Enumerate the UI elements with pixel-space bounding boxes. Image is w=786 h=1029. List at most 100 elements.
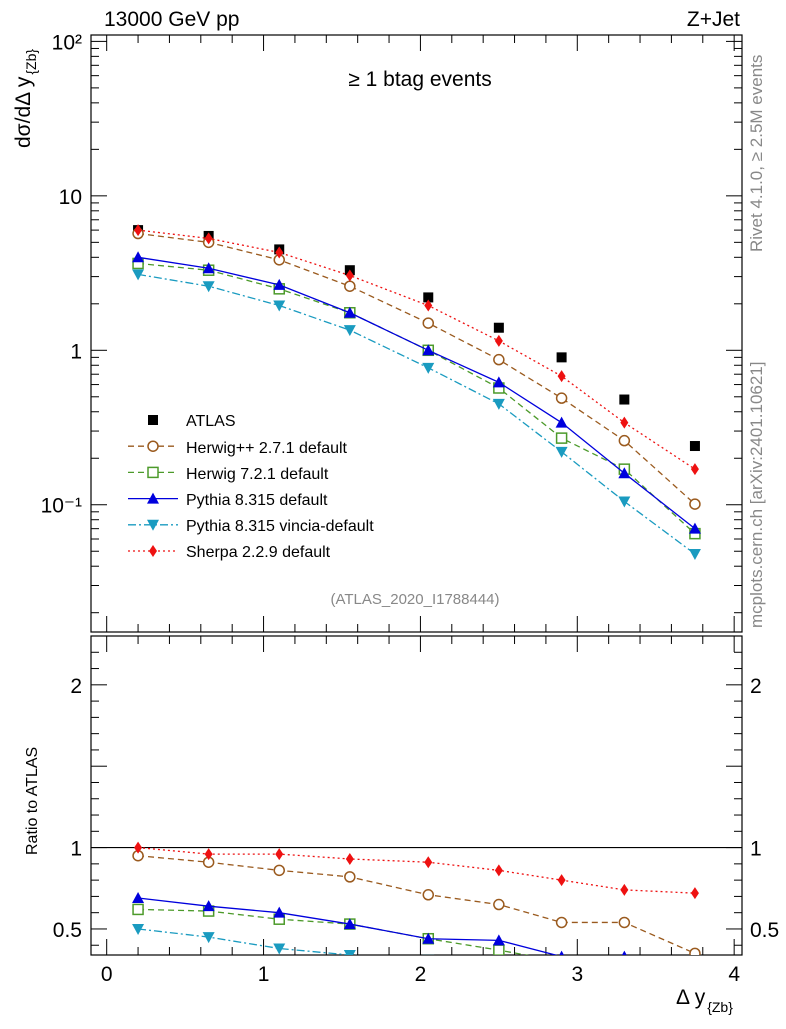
point-sherpa-2-2-9-default [275,246,284,259]
point-sherpa-2-2-9-default [494,334,503,347]
legend-marker-herwig-2-7-1-default [147,440,159,452]
point-pythia-8-315-vincia-default [202,281,215,293]
energy-label: 13000 GeV pp [104,8,239,31]
point-atlas [493,322,504,333]
process-label: Z+Jet [687,8,740,31]
ratio-point-herwig-2-7-1-default [689,947,701,955]
ratio-point-pythia-8-315-vincia-default [689,973,701,984]
ratio-point-sherpa-2-2-9-default [204,848,213,861]
main-pad-frame [90,34,743,633]
legend-label: Herwig++ 2.7.1 default [186,440,348,457]
legend-label: Pythia 8.315 default [186,492,328,509]
ratio-point-pythia-8-315-vincia-default [618,965,630,976]
point-sherpa-2-2-9-default [134,224,143,237]
point-sherpa-2-2-9-default [557,370,566,383]
point-pythia-8-315-default [202,262,215,274]
ratio-point-pythia-8-315-default [689,957,701,968]
ratio-point-pythia-8-315-vincia-default [202,932,215,944]
rivet-label: Rivet 4.1.0, ≥ 2.5M events [747,55,766,252]
ratio-point-sherpa-2-2-9-default [494,864,503,877]
ratio-point-herwig-2-7-1-default [493,898,505,911]
y-tick-label: 10 [59,186,82,209]
point-pythia-8-315-default [422,344,435,356]
point-herwig-2-7-1-default [618,434,631,447]
ratio-point-herwig-7-2-1-default [690,960,700,970]
point-pythia-8-315-default [492,376,505,388]
ratio-point-herwig-7-2-1-default [619,957,629,967]
legend: ATLAS Herwig++ 2.7.1 default Herwig 7.2.… [128,413,374,561]
x-tick-label: 0 [101,963,113,986]
ratio-point-pythia-8-315-default [559,950,564,955]
legend-label: Sherpa 2.2.9 default [186,544,331,561]
series-line-pythia-8-315-default [137,256,696,530]
point-atlas [619,394,630,405]
y-tick-label: 10² [52,31,82,54]
ratio-y-axis-label: Ratio to ATLAS [24,747,41,855]
ratio-point-pythia-8-315-default [343,918,356,930]
x-tick-labels: 0 1 2 3 4 [101,963,740,986]
point-pythia-8-315-vincia-default [422,362,435,374]
ratio-point-pythia-8-315-default [422,932,435,944]
legend-label: ATLAS [186,413,236,430]
ratio-point-sherpa-2-2-9-default [275,848,284,861]
point-sherpa-2-2-9-default [620,416,629,429]
legend-label: Herwig 7.2.1 default [186,466,329,483]
axis-ticks [91,35,742,955]
x-axis-label: Δ y {Zb} [676,986,733,1015]
ratio-point-herwig-2-7-1-default [422,889,435,901]
ratio-tick-label-right: 0.5 [750,919,779,942]
ratio-point-herwig-7-2-1-default [493,944,505,955]
ratio-point-herwig-2-7-1-default [344,871,356,883]
ratio-point-herwig-2-7-1-default [555,916,568,929]
point-herwig-2-7-1-default [493,353,505,366]
x-tick-label: 2 [415,963,427,986]
ratio-line-sherpa-2-2-9-default [138,846,695,894]
ratio-point-pythia-8-315-vincia-default [422,954,435,955]
legend-marker-herwig-7-2-1-default [147,466,159,479]
point-pythia-8-315-vincia-default [492,398,505,410]
legend-label: Pythia 8.315 vincia-default [186,518,374,535]
y-axis-label: dσ/dΔ y{Zb} [12,49,39,148]
ratio-point-pythia-8-315-default [202,900,215,912]
ratio-tick-label-left: 1 [70,838,82,861]
main-plot-series [132,224,701,560]
point-sherpa-2-2-9-default [345,269,354,282]
legend-marker-sherpa-2-2-9-default [149,545,157,557]
point-sherpa-2-2-9-default [424,299,433,312]
ratio-point-pythia-8-315-vincia-default [493,957,505,968]
point-pythia-8-315-vincia-default [273,300,286,312]
ratio-tick-label-right: 2 [750,675,762,698]
point-pythia-8-315-default [618,467,631,479]
ratio-tick-label-left: 0.5 [53,919,82,942]
x-tick-label: 4 [728,963,740,986]
point-herwig-2-7-1-default [555,392,568,404]
point-pythia-8-315-vincia-default [132,269,145,281]
ratio-point-pythia-8-315-default [621,950,627,955]
y-tick-label: 1 [70,340,82,363]
ratio-tick-label-left: 2 [70,675,82,698]
series-line-sherpa-2-2-9-default [137,229,696,470]
ratio-tick-labels-right: 210.5 [750,675,779,942]
point-pythia-8-315-default [343,306,356,318]
ratio-line-pythia-8-315-default [137,897,558,955]
ratio-tick-label-right: 1 [750,838,762,861]
ratio-point-sherpa-2-2-9-default [345,852,354,865]
point-herwig-2-7-1-default [689,498,701,510]
ratio-point-sherpa-2-2-9-default [424,856,433,869]
ratio-point-herwig-2-7-1-default [273,864,285,877]
ratio-point-pythia-8-315-vincia-default [556,965,568,976]
point-herwig-7-2-1-default [555,432,568,444]
ratio-pad-frame [90,635,743,956]
point-pythia-8-315-default [688,522,701,534]
y-tick-labels: 10² 10 1 10⁻¹ [41,31,82,517]
point-pythia-8-315-vincia-default [618,496,631,508]
ratio-point-sherpa-2-2-9-default [690,887,699,900]
legend-marker-atlas [148,415,158,425]
ratio-point-pythia-8-315-vincia-default [273,943,286,955]
point-pythia-8-315-vincia-default [343,325,356,337]
point-atlas [556,352,567,363]
point-pythia-8-315-vincia-default [555,446,568,458]
point-sherpa-2-2-9-default [690,463,699,476]
legend-marker-pythia-8-315-default [147,492,159,504]
